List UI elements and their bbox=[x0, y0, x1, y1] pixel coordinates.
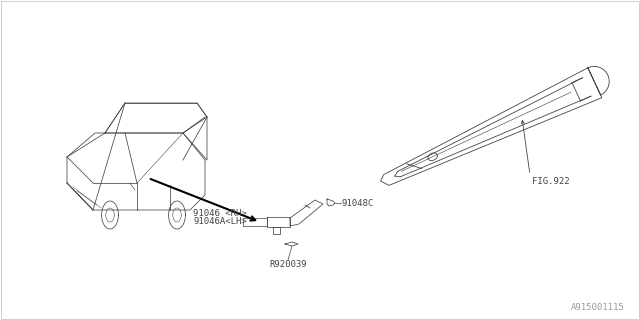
Text: A915001115: A915001115 bbox=[572, 303, 625, 312]
Text: 91046 <RH>: 91046 <RH> bbox=[193, 210, 247, 219]
Text: 91048C: 91048C bbox=[342, 198, 374, 207]
Text: 91046A<LH>: 91046A<LH> bbox=[193, 218, 247, 227]
Text: FIG.922: FIG.922 bbox=[532, 177, 570, 186]
Text: R920039: R920039 bbox=[269, 260, 307, 269]
